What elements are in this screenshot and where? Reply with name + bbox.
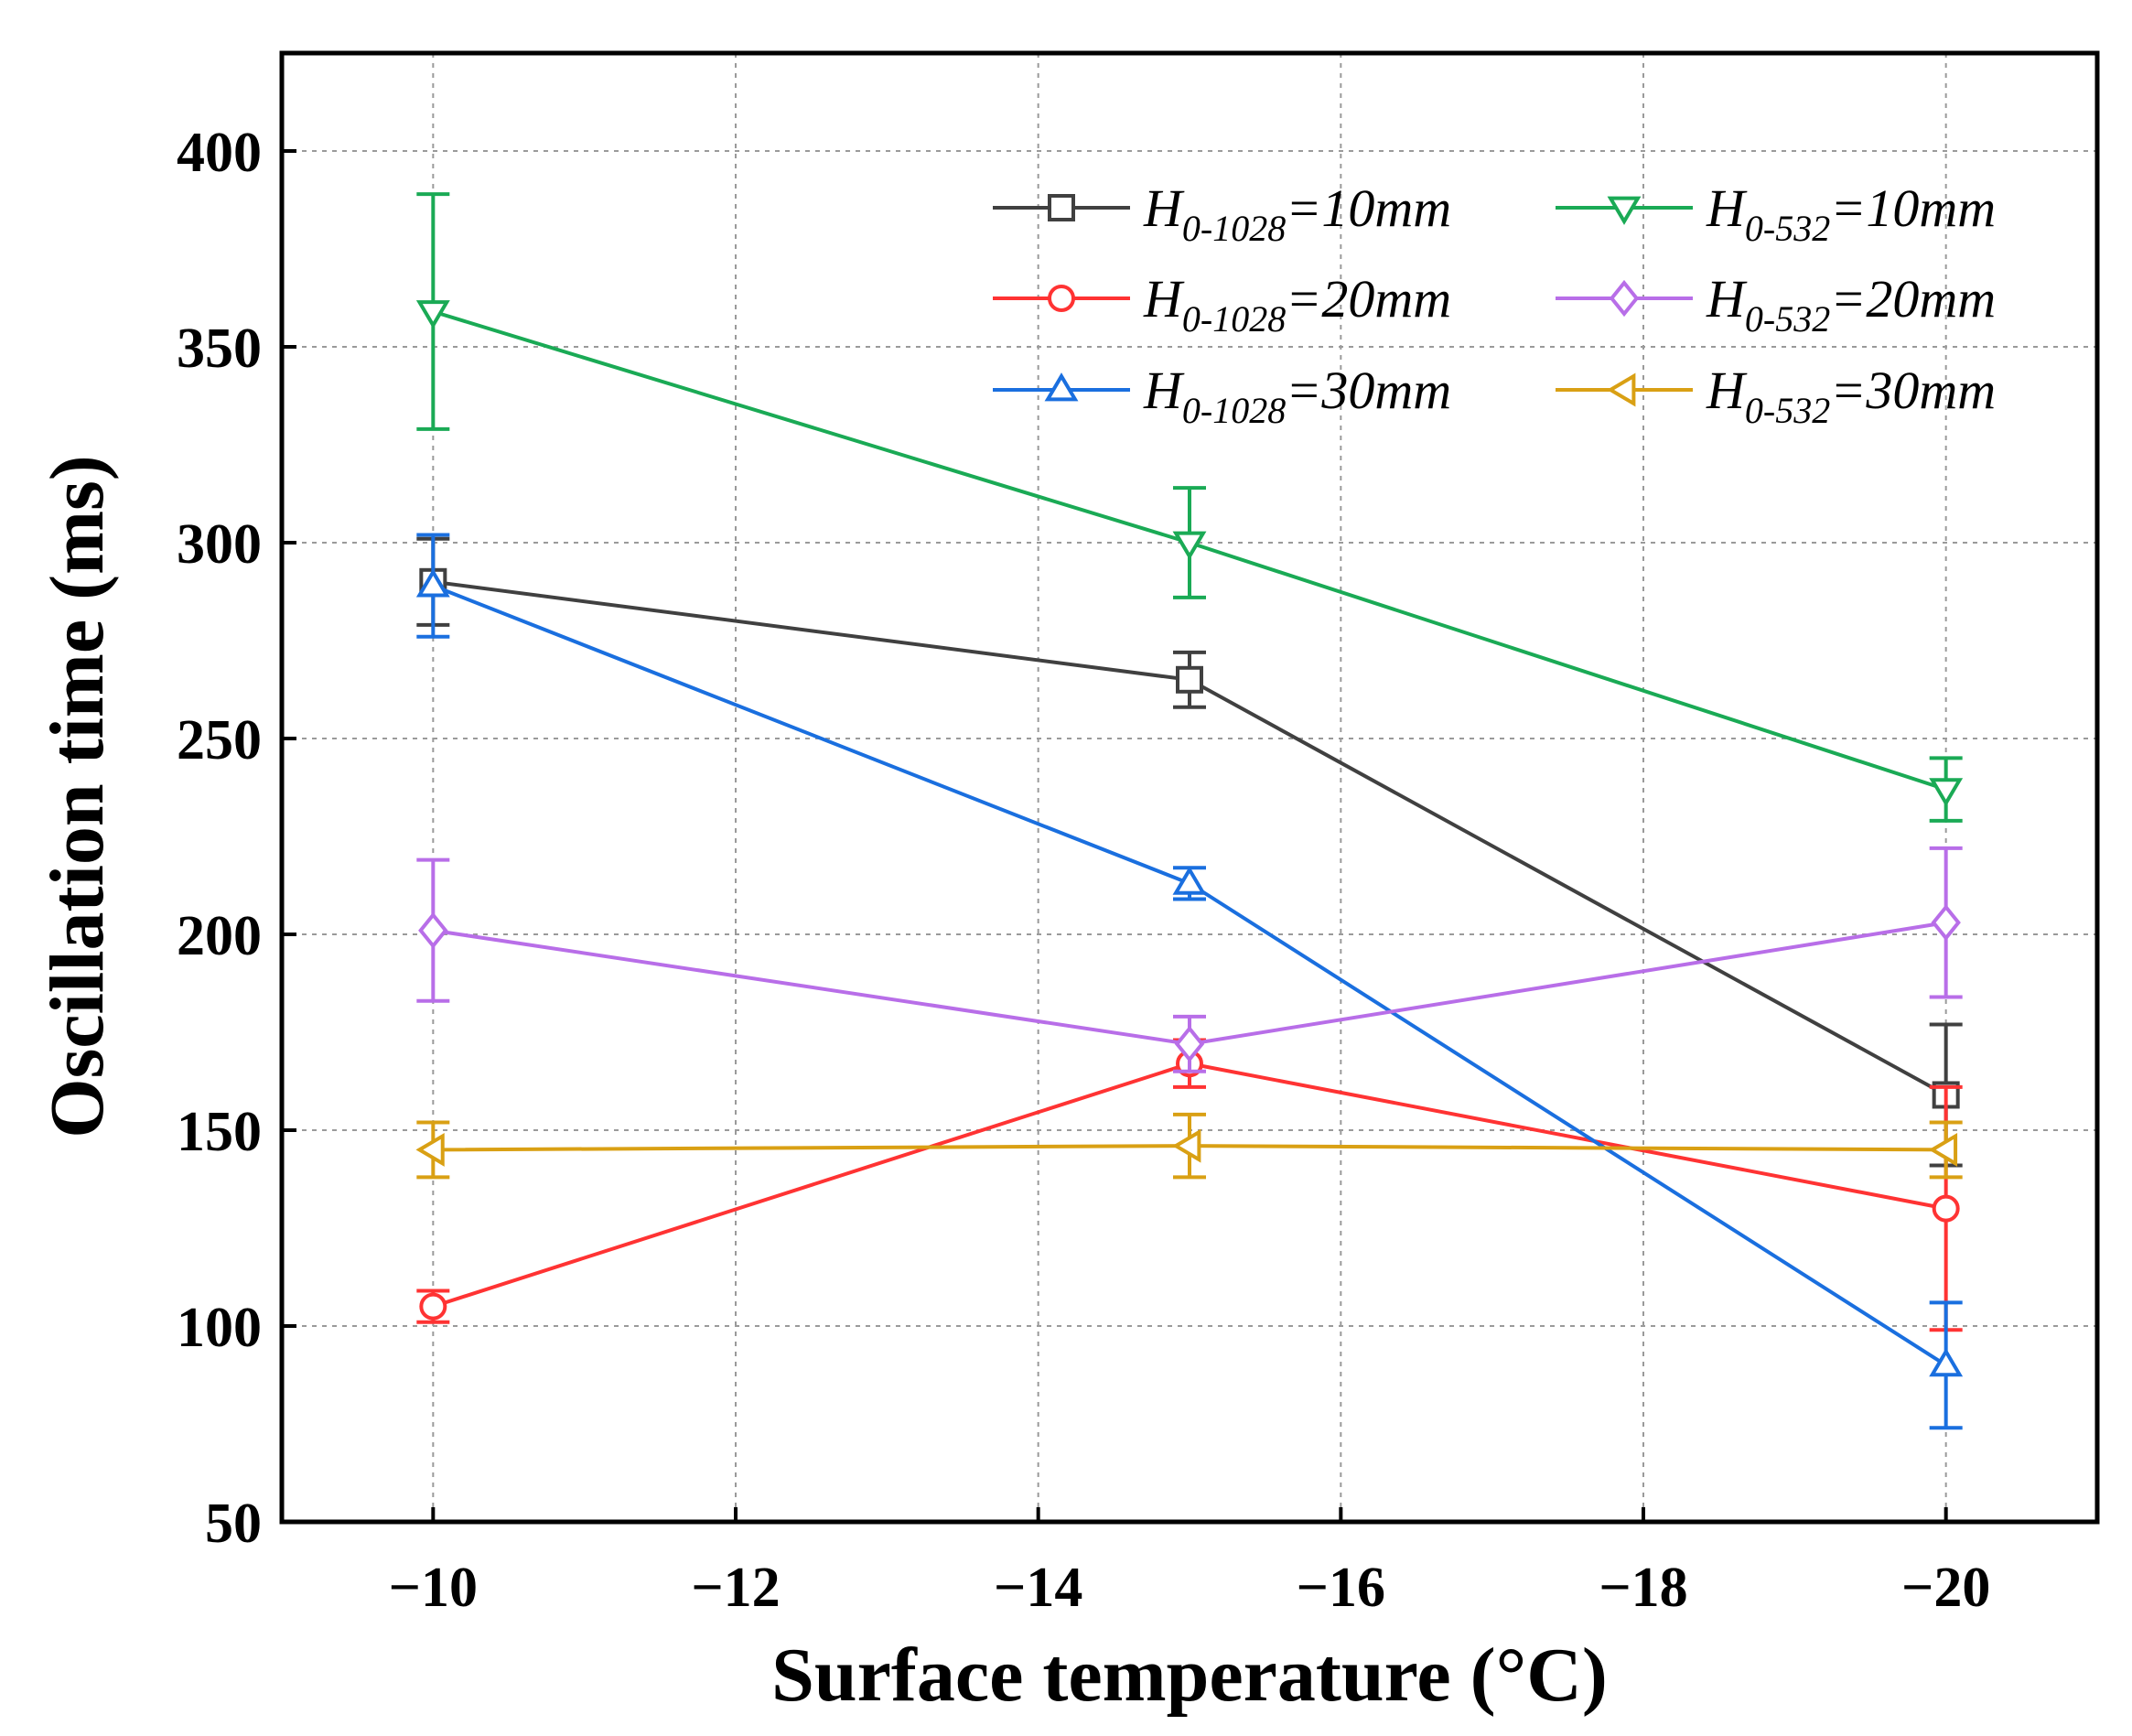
series-group	[415, 192, 1964, 1430]
data-point	[1928, 1132, 1958, 1167]
legend-label-value: =10mm	[1286, 178, 1451, 238]
legend-item: H0-1028=30mm	[993, 361, 1451, 431]
legend-label-value: =20mm	[1830, 269, 1996, 329]
data-point	[419, 1292, 447, 1321]
legend-label-base: H	[1706, 269, 1748, 329]
legend-item: H0-532=10mm	[1556, 178, 1996, 249]
legend-label: H0-1028=30mm	[1143, 361, 1451, 431]
legend-item: H0-532=20mm	[1556, 269, 1996, 340]
series-H0-1028=20mm	[416, 1038, 1963, 1332]
legend-label-subscript: 0-1028	[1182, 208, 1286, 249]
y-axis-title: Oscillation time (ms)	[35, 455, 120, 1138]
legend-label: H0-532=10mm	[1706, 178, 1996, 249]
y-tick-label: 100	[177, 1297, 262, 1359]
data-point	[1929, 1347, 1964, 1377]
legend-marker	[1044, 372, 1079, 402]
series-H0-532=30mm	[415, 1112, 1963, 1180]
series-line	[432, 1062, 1947, 1309]
legend-item: H0-1028=20mm	[993, 269, 1451, 340]
x-tick-label: −20	[1901, 1557, 1990, 1619]
x-axis-title: Surface temperature (°C)	[771, 1633, 1608, 1718]
legend-label-base: H	[1143, 269, 1185, 329]
legend-label-base: H	[1143, 361, 1185, 420]
data-point	[418, 911, 448, 949]
x-tick-label: −12	[691, 1557, 780, 1619]
legend-marker	[1609, 279, 1640, 318]
legend-marker	[1607, 372, 1636, 407]
series-H0-532=20mm	[416, 846, 1963, 1073]
data-point	[1172, 1128, 1201, 1163]
data-point	[1932, 1194, 1960, 1223]
y-tick-label: 350	[177, 318, 262, 380]
axis-ticks: −10 −12 −14 −16 −18 −20 50 100 150 200 250 300 350 40…	[177, 122, 1990, 1619]
y-tick-label: 300	[177, 513, 262, 576]
legend-label-subscript: 0-1028	[1182, 298, 1286, 340]
legend-item: H0-532=30mm	[1556, 361, 1996, 431]
data-point	[415, 1132, 445, 1167]
legend-label-subscript: 0-532	[1745, 208, 1830, 249]
legend-label: H0-532=20mm	[1706, 269, 1996, 340]
legend-label: H0-1028=10mm	[1143, 178, 1451, 249]
legend: H0-1028=10mmH0-1028=20mmH0-1028=30mmH0-5…	[993, 178, 1996, 431]
plot-frame	[279, 50, 2100, 1525]
series-H0-532=10mm	[415, 192, 1964, 823]
data-point	[1174, 1025, 1205, 1062]
legend-label-base: H	[1143, 178, 1185, 238]
legend-label: H0-532=30mm	[1706, 361, 1996, 431]
legend-label-value: =10mm	[1830, 178, 1996, 238]
data-point	[415, 300, 450, 329]
grid	[282, 53, 2097, 1522]
y-tick-label: 150	[177, 1101, 262, 1163]
data-point	[1931, 904, 1961, 942]
data-point	[415, 568, 450, 598]
data-point	[1929, 778, 1964, 807]
legend-label-subscript: 0-1028	[1182, 390, 1286, 431]
y-tick-label: 50	[205, 1493, 262, 1555]
legend-item: H0-1028=10mm	[993, 178, 1451, 249]
x-tick-label: −14	[994, 1557, 1082, 1619]
data-point	[1172, 531, 1207, 560]
legend-label-base: H	[1706, 361, 1748, 420]
legend-marker	[1607, 196, 1642, 225]
legend-label-value: =20mm	[1286, 269, 1451, 329]
y-tick-label: 250	[177, 709, 262, 771]
legend-label-value: =30mm	[1286, 361, 1451, 420]
data-point	[1176, 665, 1203, 694]
x-tick-label: −10	[389, 1557, 478, 1619]
x-tick-label: −16	[1297, 1557, 1385, 1619]
y-tick-label: 200	[177, 905, 262, 967]
legend-label-subscript: 0-532	[1745, 390, 1830, 431]
legend-label-subscript: 0-532	[1745, 298, 1830, 340]
legend-marker	[1048, 194, 1075, 221]
series-H0-1028=30mm	[415, 533, 1964, 1430]
x-tick-label: −18	[1599, 1557, 1687, 1619]
legend-label-value: =30mm	[1830, 361, 1996, 420]
legend-marker	[1048, 285, 1075, 312]
data-point	[1172, 866, 1207, 895]
y-tick-label: 400	[177, 122, 262, 184]
legend-label-base: H	[1706, 178, 1748, 238]
legend-label: H0-1028=20mm	[1143, 269, 1451, 340]
